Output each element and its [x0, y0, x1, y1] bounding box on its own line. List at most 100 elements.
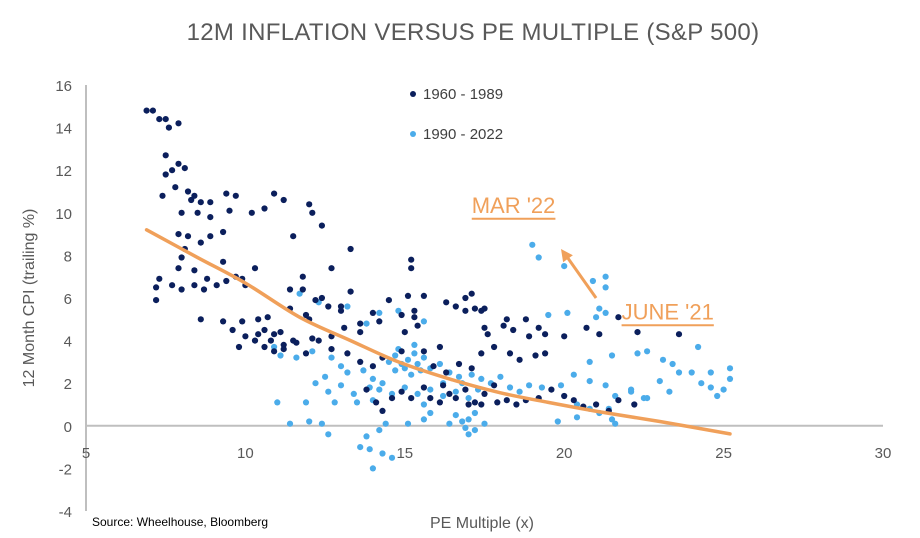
legend-marker-1990-2022: [410, 131, 416, 137]
point-1960-1989: [159, 192, 166, 199]
point-1990-2022: [436, 360, 443, 368]
point-1960-1989: [220, 318, 227, 325]
y-tick-label: 2: [64, 376, 72, 393]
point-1960-1989: [156, 116, 163, 123]
point-1990-2022: [698, 380, 705, 387]
point-1960-1989: [408, 395, 415, 402]
point-1990-2022: [293, 354, 300, 361]
point-1990-2022: [363, 320, 370, 327]
point-1960-1989: [162, 152, 169, 159]
point-1960-1989: [675, 331, 683, 338]
point-1960-1989: [468, 290, 475, 297]
point-1960-1989: [401, 329, 408, 336]
x-tick-label: 30: [875, 445, 892, 462]
point-1990-2022: [322, 373, 329, 380]
point-1960-1989: [315, 337, 322, 344]
point-1990-2022: [414, 390, 421, 397]
point-1960-1989: [271, 331, 278, 338]
point-1960-1989: [286, 286, 294, 293]
point-1960-1989: [379, 407, 386, 414]
point-1960-1989: [197, 239, 204, 246]
point-1990-2022: [656, 378, 663, 385]
point-1990-2022: [357, 444, 364, 451]
point-1960-1989: [542, 350, 549, 357]
point-1960-1989: [347, 288, 354, 295]
point-1990-2022: [306, 418, 313, 425]
point-1960-1989: [443, 299, 450, 306]
point-1960-1989: [548, 386, 555, 393]
point-1960-1989: [149, 107, 156, 114]
legend-label-1990-2022: 1990 - 2022: [423, 126, 503, 143]
point-1960-1989: [242, 333, 249, 340]
point-1960-1989: [347, 245, 354, 253]
point-1960-1989: [261, 343, 268, 351]
point-1960-1989: [191, 267, 198, 274]
point-1990-2022: [369, 375, 376, 382]
y-axis-label: 12 Month CPI (trailing %): [21, 209, 38, 388]
point-1960-1989: [162, 116, 169, 123]
point-1990-2022: [440, 392, 447, 400]
point-1990-2022: [465, 431, 472, 438]
source-note: Source: Wheelhouse, Bloomberg: [92, 515, 268, 529]
point-1990-2022: [506, 384, 514, 391]
point-1960-1989: [462, 307, 469, 314]
point-1960-1989: [363, 386, 370, 393]
point-1990-2022: [612, 420, 619, 427]
point-1990-2022: [420, 416, 427, 423]
point-1960-1989: [376, 318, 383, 325]
point-1960-1989: [388, 395, 396, 402]
point-1960-1989: [251, 265, 259, 272]
point-1960-1989: [357, 358, 364, 365]
point-1960-1989: [420, 384, 427, 391]
point-1990-2022: [695, 343, 702, 351]
point-1960-1989: [494, 399, 501, 406]
point-1960-1989: [165, 124, 172, 131]
point-1990-2022: [318, 420, 325, 427]
scatter-points: [143, 107, 734, 472]
point-1960-1989: [503, 397, 510, 404]
point-1990-2022: [411, 341, 418, 348]
legend-marker-1960-1989: [410, 91, 416, 97]
point-1990-2022: [557, 382, 565, 389]
point-1990-2022: [554, 418, 561, 425]
point-1960-1989: [261, 326, 268, 334]
point-1990-2022: [401, 384, 408, 391]
annotation-arrowhead-icon: [561, 249, 573, 263]
point-1960-1989: [280, 196, 287, 204]
point-1990-2022: [420, 354, 427, 361]
point-1960-1989: [184, 188, 192, 195]
point-1990-2022: [586, 378, 593, 385]
point-1960-1989: [337, 303, 345, 310]
point-1960-1989: [408, 256, 415, 263]
point-1960-1989: [344, 350, 351, 357]
point-1990-2022: [392, 352, 399, 359]
point-1990-2022: [388, 454, 396, 461]
y-tick-label: 14: [55, 121, 72, 138]
point-1990-2022: [589, 277, 597, 285]
point-1990-2022: [726, 375, 734, 382]
point-1960-1989: [204, 275, 211, 282]
point-1960-1989: [561, 333, 568, 340]
point-1960-1989: [596, 331, 603, 338]
point-1960-1989: [484, 331, 491, 338]
point-1990-2022: [395, 307, 402, 314]
point-1960-1989: [465, 401, 472, 408]
point-1990-2022: [337, 363, 345, 370]
point-1960-1989: [277, 329, 284, 336]
point-1990-2022: [628, 388, 635, 395]
point-1990-2022: [392, 367, 399, 374]
point-1990-2022: [344, 303, 351, 310]
point-1990-2022: [363, 433, 370, 440]
point-1960-1989: [420, 292, 427, 299]
point-1960-1989: [264, 314, 271, 321]
point-1960-1989: [411, 307, 418, 314]
point-1990-2022: [602, 284, 609, 291]
point-1990-2022: [471, 409, 478, 417]
legend-label-1960-1989: 1960 - 1989: [423, 86, 503, 103]
point-1990-2022: [382, 420, 389, 427]
point-1990-2022: [586, 358, 593, 365]
point-1960-1989: [299, 273, 306, 280]
point-1960-1989: [220, 258, 227, 265]
point-1960-1989: [191, 282, 198, 289]
